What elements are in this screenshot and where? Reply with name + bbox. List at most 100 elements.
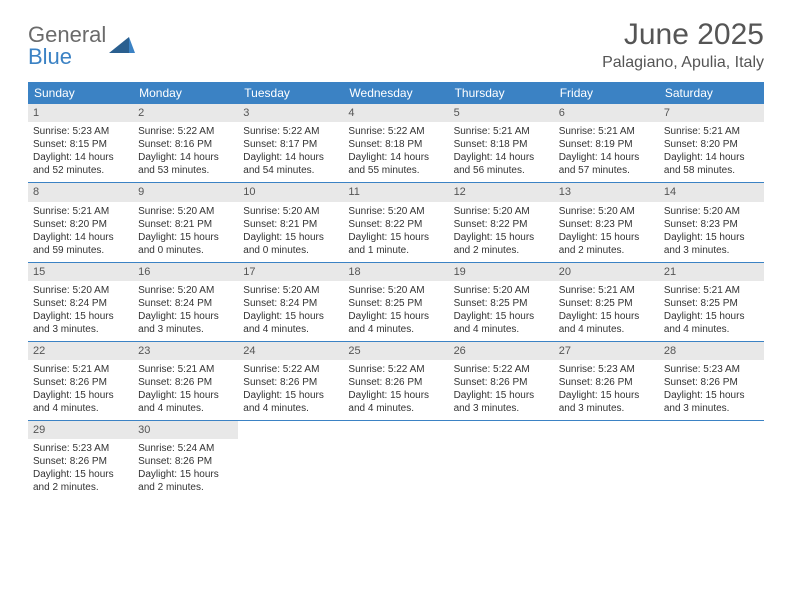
day-daylight1: Daylight: 15 hours: [348, 310, 443, 323]
day-daylight2: and 4 minutes.: [559, 323, 654, 336]
calendar-day-cell: 5Sunrise: 5:21 AMSunset: 8:18 PMDaylight…: [449, 104, 554, 182]
day-sunrise: Sunrise: 5:22 AM: [454, 363, 549, 376]
day-sunset: Sunset: 8:22 PM: [454, 218, 549, 231]
day-daylight1: Daylight: 15 hours: [138, 310, 233, 323]
day-sunset: Sunset: 8:25 PM: [348, 297, 443, 310]
calendar-day-cell: 14Sunrise: 5:20 AMSunset: 8:23 PMDayligh…: [659, 183, 764, 261]
day-content: Sunrise: 5:23 AMSunset: 8:26 PMDaylight:…: [659, 360, 764, 420]
calendar-page: General Blue June 2025 Palagiano, Apulia…: [0, 0, 792, 517]
day-daylight1: Daylight: 14 hours: [454, 151, 549, 164]
day-content: Sunrise: 5:20 AMSunset: 8:21 PMDaylight:…: [238, 202, 343, 262]
day-sunset: Sunset: 8:26 PM: [33, 376, 128, 389]
calendar-day-cell: 4Sunrise: 5:22 AMSunset: 8:18 PMDaylight…: [343, 104, 448, 182]
day-sunrise: Sunrise: 5:22 AM: [348, 363, 443, 376]
day-content: Sunrise: 5:21 AMSunset: 8:26 PMDaylight:…: [28, 360, 133, 420]
day-sunset: Sunset: 8:21 PM: [138, 218, 233, 231]
day-number: 22: [28, 342, 133, 360]
day-number: 10: [238, 183, 343, 201]
day-sunset: Sunset: 8:18 PM: [454, 138, 549, 151]
day-daylight2: and 2 minutes.: [559, 244, 654, 257]
calendar-day-cell: 23Sunrise: 5:21 AMSunset: 8:26 PMDayligh…: [133, 342, 238, 420]
day-number: 19: [449, 263, 554, 281]
day-content: Sunrise: 5:23 AMSunset: 8:15 PMDaylight:…: [28, 122, 133, 182]
weekday-header: Saturday: [659, 82, 764, 104]
day-daylight1: Daylight: 15 hours: [454, 389, 549, 402]
day-number: 13: [554, 183, 659, 201]
day-sunrise: Sunrise: 5:22 AM: [243, 125, 338, 138]
day-daylight1: Daylight: 15 hours: [664, 310, 759, 323]
day-daylight1: Daylight: 15 hours: [243, 231, 338, 244]
day-number: 15: [28, 263, 133, 281]
day-sunrise: Sunrise: 5:20 AM: [454, 284, 549, 297]
day-sunrise: Sunrise: 5:20 AM: [243, 284, 338, 297]
day-sunrise: Sunrise: 5:22 AM: [138, 125, 233, 138]
day-sunrise: Sunrise: 5:20 AM: [559, 205, 654, 218]
day-daylight2: and 4 minutes.: [348, 323, 443, 336]
day-sunrise: Sunrise: 5:20 AM: [664, 205, 759, 218]
day-content: Sunrise: 5:22 AMSunset: 8:26 PMDaylight:…: [238, 360, 343, 420]
logo-text: General Blue: [28, 24, 106, 68]
calendar-empty-cell: [554, 421, 659, 499]
calendar-day-cell: 27Sunrise: 5:23 AMSunset: 8:26 PMDayligh…: [554, 342, 659, 420]
day-daylight2: and 2 minutes.: [454, 244, 549, 257]
day-daylight2: and 4 minutes.: [348, 402, 443, 415]
day-sunset: Sunset: 8:26 PM: [664, 376, 759, 389]
calendar-day-cell: 19Sunrise: 5:20 AMSunset: 8:25 PMDayligh…: [449, 263, 554, 341]
day-number: 30: [133, 421, 238, 439]
calendar-week-row: 1Sunrise: 5:23 AMSunset: 8:15 PMDaylight…: [28, 104, 764, 183]
day-sunset: Sunset: 8:26 PM: [348, 376, 443, 389]
calendar-week-row: 15Sunrise: 5:20 AMSunset: 8:24 PMDayligh…: [28, 263, 764, 342]
day-content: Sunrise: 5:20 AMSunset: 8:24 PMDaylight:…: [28, 281, 133, 341]
day-daylight1: Daylight: 15 hours: [664, 389, 759, 402]
day-daylight1: Daylight: 14 hours: [138, 151, 233, 164]
calendar-empty-cell: [238, 421, 343, 499]
day-daylight2: and 54 minutes.: [243, 164, 338, 177]
day-sunset: Sunset: 8:20 PM: [33, 218, 128, 231]
day-sunrise: Sunrise: 5:20 AM: [138, 205, 233, 218]
day-daylight1: Daylight: 14 hours: [664, 151, 759, 164]
calendar-day-cell: 3Sunrise: 5:22 AMSunset: 8:17 PMDaylight…: [238, 104, 343, 182]
logo: General Blue: [28, 24, 135, 68]
day-sunrise: Sunrise: 5:21 AM: [559, 284, 654, 297]
day-daylight1: Daylight: 14 hours: [243, 151, 338, 164]
day-sunrise: Sunrise: 5:21 AM: [33, 363, 128, 376]
day-daylight2: and 53 minutes.: [138, 164, 233, 177]
day-content: Sunrise: 5:20 AMSunset: 8:25 PMDaylight:…: [449, 281, 554, 341]
calendar-week-row: 8Sunrise: 5:21 AMSunset: 8:20 PMDaylight…: [28, 183, 764, 262]
day-sunrise: Sunrise: 5:20 AM: [33, 284, 128, 297]
day-content: Sunrise: 5:24 AMSunset: 8:26 PMDaylight:…: [133, 439, 238, 499]
calendar-day-cell: 2Sunrise: 5:22 AMSunset: 8:16 PMDaylight…: [133, 104, 238, 182]
calendar-empty-cell: [449, 421, 554, 499]
day-content: Sunrise: 5:21 AMSunset: 8:18 PMDaylight:…: [449, 122, 554, 182]
day-number: 26: [449, 342, 554, 360]
day-daylight2: and 2 minutes.: [33, 481, 128, 494]
day-sunrise: Sunrise: 5:24 AM: [138, 442, 233, 455]
day-daylight1: Daylight: 15 hours: [138, 231, 233, 244]
day-content: Sunrise: 5:22 AMSunset: 8:17 PMDaylight:…: [238, 122, 343, 182]
day-sunrise: Sunrise: 5:22 AM: [348, 125, 443, 138]
day-sunset: Sunset: 8:20 PM: [664, 138, 759, 151]
day-sunset: Sunset: 8:26 PM: [454, 376, 549, 389]
calendar-day-cell: 17Sunrise: 5:20 AMSunset: 8:24 PMDayligh…: [238, 263, 343, 341]
day-daylight2: and 4 minutes.: [454, 323, 549, 336]
calendar-day-cell: 18Sunrise: 5:20 AMSunset: 8:25 PMDayligh…: [343, 263, 448, 341]
day-daylight1: Daylight: 15 hours: [348, 389, 443, 402]
day-daylight2: and 0 minutes.: [243, 244, 338, 257]
day-content: Sunrise: 5:21 AMSunset: 8:19 PMDaylight:…: [554, 122, 659, 182]
day-sunset: Sunset: 8:19 PM: [559, 138, 654, 151]
calendar-week-row: 22Sunrise: 5:21 AMSunset: 8:26 PMDayligh…: [28, 342, 764, 421]
day-content: Sunrise: 5:21 AMSunset: 8:26 PMDaylight:…: [133, 360, 238, 420]
day-content: Sunrise: 5:20 AMSunset: 8:24 PMDaylight:…: [238, 281, 343, 341]
calendar-day-cell: 1Sunrise: 5:23 AMSunset: 8:15 PMDaylight…: [28, 104, 133, 182]
calendar-day-cell: 6Sunrise: 5:21 AMSunset: 8:19 PMDaylight…: [554, 104, 659, 182]
calendar-day-cell: 7Sunrise: 5:21 AMSunset: 8:20 PMDaylight…: [659, 104, 764, 182]
day-daylight1: Daylight: 15 hours: [454, 310, 549, 323]
day-content: Sunrise: 5:20 AMSunset: 8:24 PMDaylight:…: [133, 281, 238, 341]
day-sunset: Sunset: 8:23 PM: [664, 218, 759, 231]
day-daylight2: and 55 minutes.: [348, 164, 443, 177]
calendar-day-cell: 25Sunrise: 5:22 AMSunset: 8:26 PMDayligh…: [343, 342, 448, 420]
day-sunrise: Sunrise: 5:20 AM: [138, 284, 233, 297]
day-content: Sunrise: 5:20 AMSunset: 8:21 PMDaylight:…: [133, 202, 238, 262]
day-daylight2: and 3 minutes.: [664, 244, 759, 257]
day-daylight1: Daylight: 15 hours: [138, 389, 233, 402]
